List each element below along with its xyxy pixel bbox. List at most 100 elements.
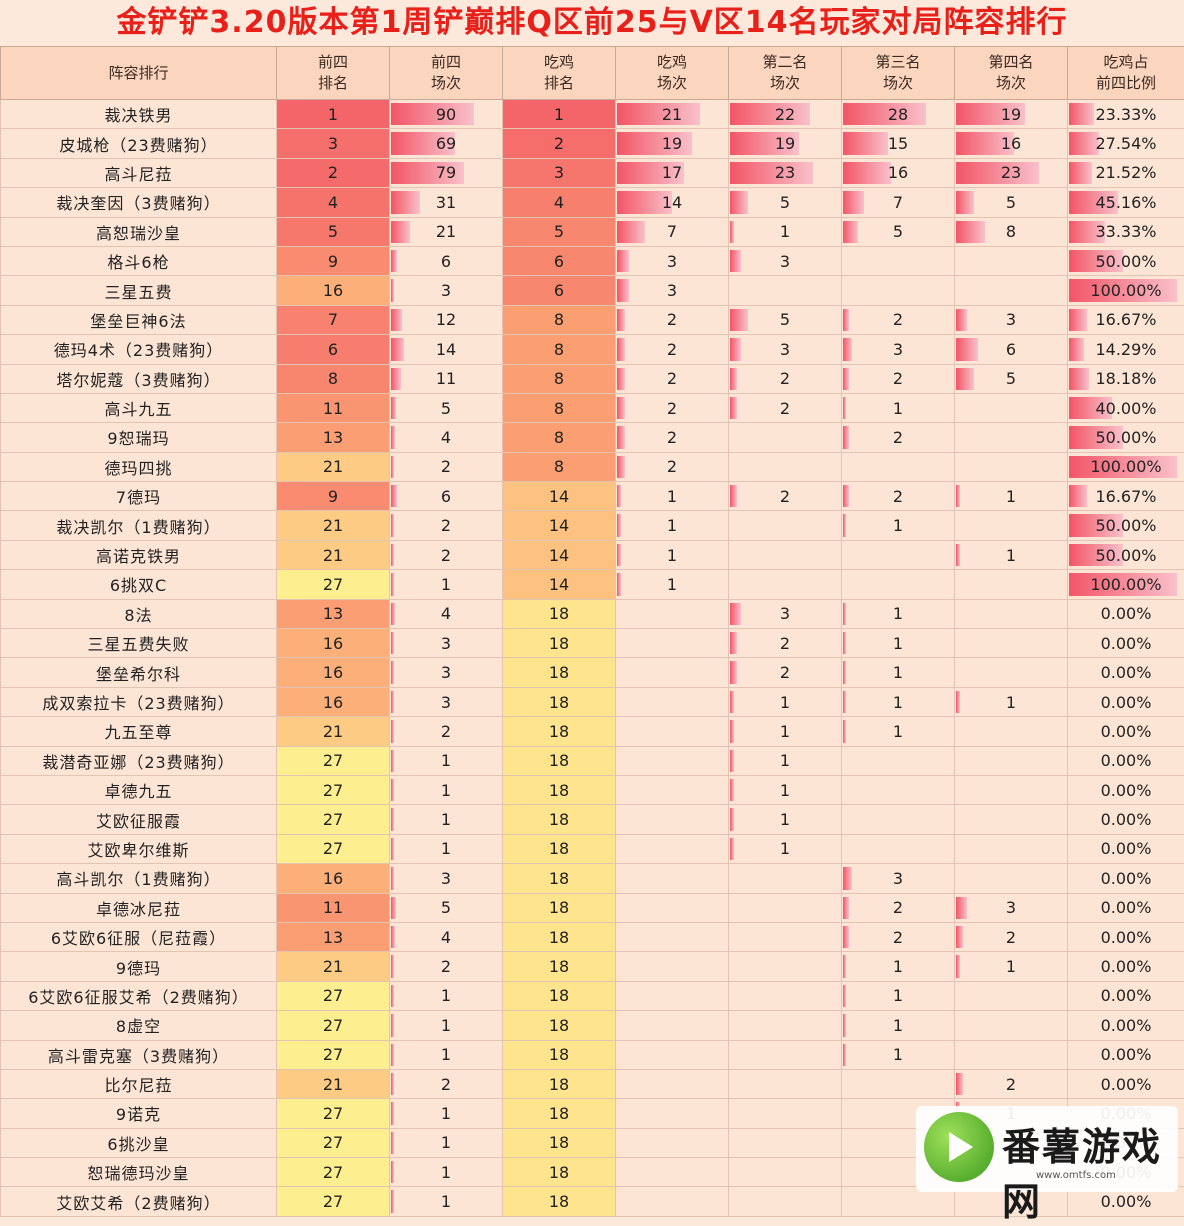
cell-col-composition: 6挑双C	[1, 570, 277, 599]
cell-value: 6艾欧6征服（尼菈霞）	[51, 929, 226, 948]
cell-value: 3	[780, 604, 790, 623]
cell-col-third-count	[842, 834, 955, 863]
cell-col-top4-count: 1	[390, 1011, 503, 1040]
cell-value: 8	[554, 399, 564, 418]
cell-col-composition: 卓德九五	[1, 775, 277, 804]
cell-col-win-ratio: 45.16%	[1068, 188, 1184, 217]
cell-value: 16	[323, 663, 343, 682]
cell-value: 1	[441, 1192, 451, 1211]
cell-col-composition: 8虚空	[1, 1011, 277, 1040]
cell-col-fourth-count: 8	[955, 217, 1068, 246]
cell-col-third-count	[842, 452, 955, 481]
data-bar	[1069, 485, 1087, 507]
cell-col-win-ratio: 100.00%	[1068, 276, 1184, 305]
cell-col-top4-count: 2	[390, 717, 503, 746]
cell-col-fourth-count: 16	[955, 129, 1068, 158]
cell-value: 0.00%	[1101, 781, 1152, 800]
cell-col-top4-rank: 27	[277, 1187, 390, 1216]
cell-col-win-rank: 18	[503, 1158, 616, 1187]
cell-value: 2	[893, 310, 903, 329]
cell-col-top4-count: 4	[390, 922, 503, 951]
data-bar	[391, 1161, 394, 1183]
cell-col-second-count: 2	[729, 364, 842, 393]
cell-col-win-ratio: 16.67%	[1068, 305, 1184, 334]
cell-col-fourth-count: 5	[955, 188, 1068, 217]
cell-value: 11	[436, 369, 456, 388]
cell-value: 18	[549, 781, 569, 800]
cell-col-top4-count: 6	[390, 246, 503, 275]
cell-value: 艾欧卑尔维斯	[87, 841, 189, 860]
data-bar	[956, 691, 960, 713]
data-bar	[730, 191, 748, 213]
cell-col-top4-rank: 27	[277, 1040, 390, 1069]
cell-col-second-count: 22	[729, 100, 842, 129]
cell-col-top4-rank: 21	[277, 511, 390, 540]
data-bar	[843, 926, 849, 948]
cell-value: 6艾欧6征服艾希（2费赌狗）	[28, 988, 249, 1007]
cell-value: 2	[441, 722, 451, 741]
cell-col-win-rank: 18	[503, 1011, 616, 1040]
cell-value: 2	[667, 340, 677, 359]
cell-value: 18	[549, 722, 569, 741]
cell-col-second-count: 1	[729, 687, 842, 716]
data-bar	[391, 544, 394, 566]
cell-value: 22	[775, 105, 795, 124]
cell-value: 16	[323, 869, 343, 888]
cell-value: 0.00%	[1101, 1075, 1152, 1094]
data-bar	[391, 691, 394, 713]
cell-col-top4-count: 3	[390, 658, 503, 687]
cell-value: 79	[436, 163, 456, 182]
cell-value: 14	[549, 546, 569, 565]
cell-col-fourth-count	[955, 599, 1068, 628]
cell-col-top4-count: 1	[390, 1158, 503, 1187]
cell-col-top4-count: 1	[390, 775, 503, 804]
cell-value: 27	[323, 575, 343, 594]
cell-value: 18	[549, 1075, 569, 1094]
cell-col-top4-count: 6	[390, 482, 503, 511]
cell-value: 100.00%	[1090, 457, 1161, 476]
data-bar	[843, 103, 926, 125]
data-bar	[1069, 338, 1084, 360]
cell-value: 6	[1006, 340, 1016, 359]
data-bar	[956, 221, 985, 243]
cell-value: 18	[549, 986, 569, 1005]
cell-value: 2	[328, 163, 338, 182]
cell-col-composition: 艾欧卑尔维斯	[1, 834, 277, 863]
cell-col-third-count: 1	[842, 952, 955, 981]
cell-col-third-count: 1	[842, 393, 955, 422]
cell-col-second-count	[729, 570, 842, 599]
cell-value: 50.00%	[1095, 546, 1156, 565]
cell-col-win-rank: 18	[503, 717, 616, 746]
cell-col-win-ratio: 0.00%	[1068, 922, 1184, 951]
cell-value: 1	[441, 781, 451, 800]
data-bar	[730, 691, 734, 713]
composition-ranking-table: 阵容排行前四排名前四场次吃鸡排名吃鸡场次第二名场次第三名场次第四名场次吃鸡占前四…	[0, 46, 1184, 1217]
cell-value: 27	[323, 1045, 343, 1064]
data-bar	[391, 397, 396, 419]
cell-value: 3	[893, 869, 903, 888]
cell-col-win-count: 3	[616, 246, 729, 275]
cell-col-top4-count: 4	[390, 599, 503, 628]
cell-col-fourth-count	[955, 246, 1068, 275]
cell-value: 8	[1006, 222, 1016, 241]
cell-col-second-count	[729, 511, 842, 540]
cell-col-second-count	[729, 1158, 842, 1187]
cell-col-composition: 堡垒希尔科	[1, 658, 277, 687]
data-bar	[391, 926, 395, 948]
cell-value: 1	[667, 575, 677, 594]
cell-value: 0.00%	[1101, 898, 1152, 917]
cell-col-second-count: 5	[729, 188, 842, 217]
cell-col-win-rank: 18	[503, 1099, 616, 1128]
data-bar	[617, 221, 645, 243]
cell-col-win-count: 2	[616, 305, 729, 334]
cell-col-fourth-count	[955, 393, 1068, 422]
cell-value: 21.52%	[1095, 163, 1156, 182]
cell-value: 13	[323, 928, 343, 947]
